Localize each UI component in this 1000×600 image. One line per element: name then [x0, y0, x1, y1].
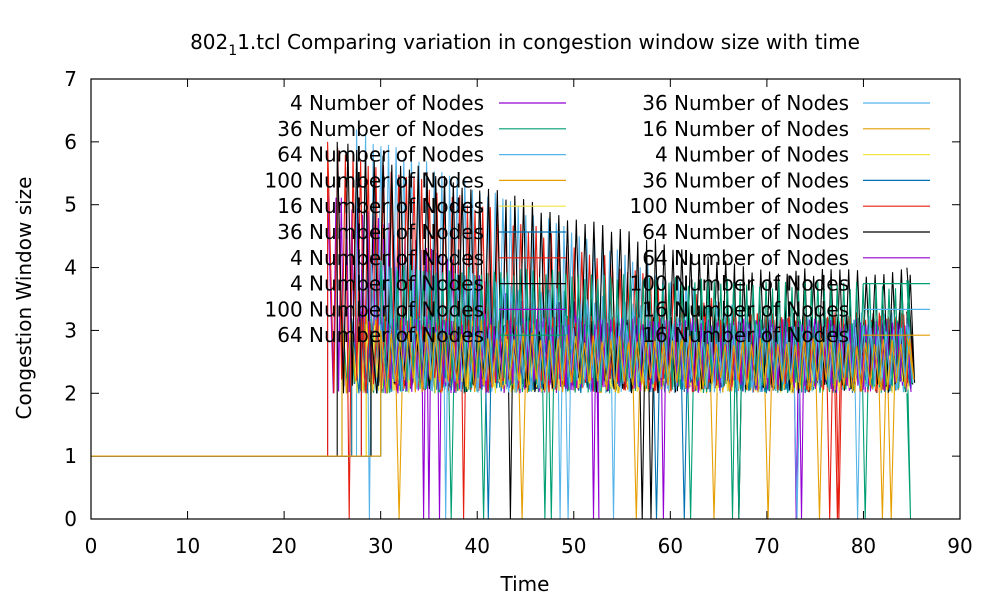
- legend-label: 16 Number of Nodes: [642, 297, 849, 321]
- legend-label: 100 Number of Nodes: [630, 272, 849, 296]
- legend-label: 100 Number of Nodes: [265, 168, 484, 192]
- legend-label: 100 Number of Nodes: [265, 297, 484, 321]
- x-tick-label: 30: [368, 534, 393, 558]
- y-tick-label: 4: [64, 256, 77, 280]
- legend-label: 4 Number of Nodes: [655, 143, 849, 167]
- legend-label: 4 Number of Nodes: [290, 246, 484, 270]
- legend-label: 64 Number of Nodes: [277, 143, 484, 167]
- legend-label: 36 Number of Nodes: [277, 117, 484, 141]
- y-axis-label: Congestion Window size: [12, 177, 36, 420]
- chart-title-prefix: 802: [190, 30, 228, 54]
- x-tick-label: 90: [947, 534, 972, 558]
- x-tick-label: 40: [464, 534, 489, 558]
- legend-label: 16 Number of Nodes: [277, 194, 484, 218]
- legend-label: 4 Number of Nodes: [290, 91, 484, 115]
- series-line: [91, 324, 914, 457]
- x-tick-label: 80: [851, 534, 876, 558]
- legend-label: 36 Number of Nodes: [277, 220, 484, 244]
- x-tick-label: 20: [271, 534, 296, 558]
- y-tick-label: 1: [64, 444, 77, 468]
- chart-title-subscript: 1: [228, 43, 237, 59]
- legend-label: 64 Number of Nodes: [277, 323, 484, 347]
- y-tick-label: 5: [64, 193, 77, 217]
- plot-frame: [90, 78, 961, 520]
- x-tick-label: 60: [658, 534, 683, 558]
- series-line: [91, 261, 913, 457]
- x-tick-label: 70: [754, 534, 779, 558]
- legend-label: 16 Number of Nodes: [642, 323, 849, 347]
- series-line: [91, 330, 915, 457]
- legend-label: 16 Number of Nodes: [642, 117, 849, 141]
- x-tick-label: 0: [85, 534, 98, 558]
- series-lines: [91, 129, 916, 519]
- legend-label: 36 Number of Nodes: [642, 91, 849, 115]
- series-line: [91, 141, 915, 519]
- y-tick-label: 3: [64, 318, 77, 342]
- x-tick-label: 10: [175, 534, 200, 558]
- axis-ticks: 0 10 20 30 40 50 60 70 80 90 0 1 2 3 4 5 6 7: [64, 67, 972, 558]
- chart-title: 80211.tcl Comparing variation in congest…: [190, 30, 860, 59]
- legend-label: 100 Number of Nodes: [630, 194, 849, 218]
- y-tick-label: 7: [64, 67, 77, 91]
- y-tick-label: 0: [64, 507, 77, 531]
- legend-label: 36 Number of Nodes: [642, 168, 849, 192]
- legend-label: 4 Number of Nodes: [290, 272, 484, 296]
- x-axis-label: Time: [500, 572, 550, 596]
- x-tick-label: 50: [561, 534, 586, 558]
- chart-title-suffix: 1.tcl Comparing variation in congestion …: [237, 30, 860, 54]
- y-tick-label: 2: [64, 381, 77, 405]
- legend-label: 64 Number of Nodes: [642, 246, 849, 270]
- legend-label: 64 Number of Nodes: [642, 220, 849, 244]
- y-tick-label: 6: [64, 130, 77, 154]
